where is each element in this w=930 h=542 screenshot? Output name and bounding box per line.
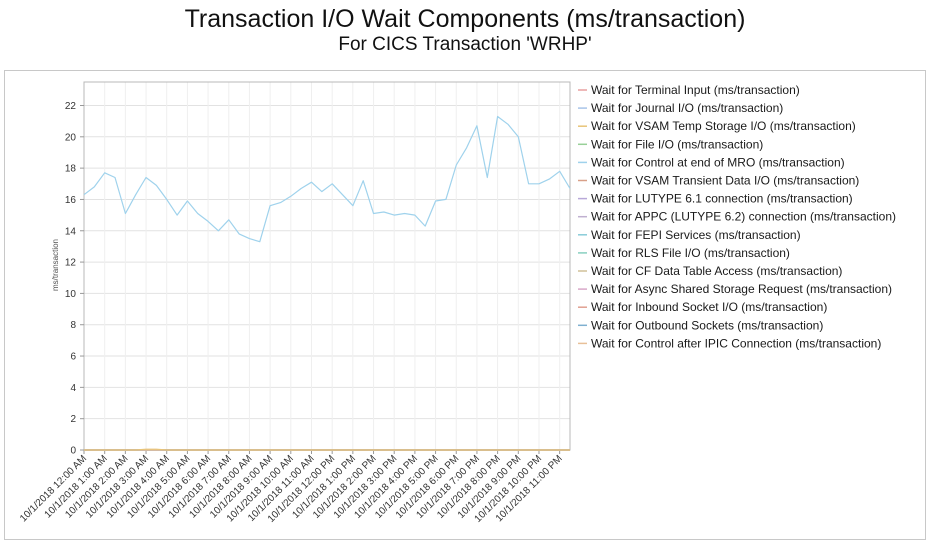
- y-tick-label: 12: [65, 258, 77, 269]
- chart-frame: [4, 70, 926, 540]
- legend: Wait for Terminal Input (ms/transaction)…: [578, 83, 896, 350]
- series-line-4: [83, 115, 571, 243]
- legend-entry: Wait for Async Shared Storage Request (m…: [591, 282, 892, 296]
- chart-title: Transaction I/O Wait Components (ms/tran…: [184, 5, 746, 33]
- y-tick-label: 20: [65, 132, 77, 143]
- y-tick-label: 8: [70, 320, 76, 331]
- legend-entry: Wait for Inbound Socket I/O (ms/transact…: [591, 300, 827, 314]
- y-tick-label: 22: [65, 101, 77, 112]
- legend-entry: Wait for FEPI Services (ms/transaction): [591, 228, 801, 242]
- legend-entry: Wait for Outbound Sockets (ms/transactio…: [591, 318, 823, 332]
- legend-entry: Wait for RLS File I/O (ms/transaction): [591, 246, 790, 260]
- y-tick-label: 4: [70, 383, 76, 394]
- y-axis-label: ms/transaction: [51, 239, 60, 291]
- y-axis-ticks: 0 2 4 6 8 10 12 14 16 18 20 22: [65, 101, 84, 457]
- legend-entry: Wait for Control at end of MRO (ms/trans…: [591, 155, 845, 169]
- legend-entry: Wait for LUTYPE 6.1 connection (ms/trans…: [591, 192, 853, 206]
- legend-entry: Wait for VSAM Temp Storage I/O (ms/trans…: [591, 119, 856, 133]
- legend-entry: Wait for Terminal Input (ms/transaction): [591, 83, 800, 97]
- legend-entry: Wait for APPC (LUTYPE 6.2) connection (m…: [591, 210, 896, 224]
- y-tick-label: 0: [70, 446, 76, 457]
- legend-entry: Wait for File I/O (ms/transaction): [591, 137, 763, 151]
- chart-subtitle: For CICS Transaction 'WRHP': [338, 34, 592, 55]
- legend-entry: Wait for Control after IPIC Connection (…: [591, 336, 881, 350]
- legend-entry: Wait for CF Data Table Access (ms/transa…: [591, 264, 842, 278]
- series-line-2: [84, 448, 570, 451]
- legend-entry: Wait for VSAM Transient Data I/O (ms/tra…: [591, 174, 859, 188]
- legend-entry: Wait for Journal I/O (ms/transaction): [591, 101, 783, 115]
- y-tick-label: 6: [70, 352, 76, 363]
- grid-lines: [83, 82, 570, 451]
- series-lines: [83, 115, 571, 451]
- y-tick-label: 10: [65, 289, 77, 300]
- y-tick-label: 2: [70, 414, 76, 425]
- y-tick-label: 14: [65, 226, 77, 237]
- y-tick-label: 16: [65, 195, 77, 206]
- y-tick-label: 18: [65, 164, 77, 175]
